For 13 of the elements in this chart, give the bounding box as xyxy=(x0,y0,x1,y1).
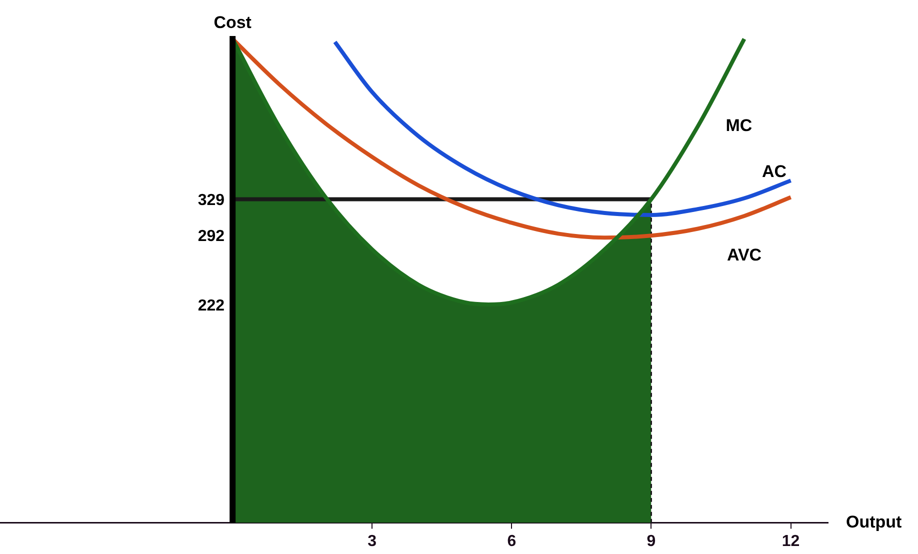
y-tick-label: 292 xyxy=(198,228,225,246)
y-axis-title: Cost xyxy=(214,13,252,32)
series-label: AVC xyxy=(726,246,762,265)
x-tick-label: 3 xyxy=(368,532,377,550)
line-series xyxy=(332,40,793,217)
x-tick-label: 6 xyxy=(507,532,516,550)
y-tick-label: 222 xyxy=(198,297,225,314)
series-label: MC xyxy=(726,116,752,136)
x-axis-title: Output xyxy=(846,512,902,532)
x-tick-label: 9 xyxy=(646,532,656,550)
y-tick-label: 329 xyxy=(198,192,225,209)
x-tick-label: 12 xyxy=(782,532,800,550)
series-label: AC xyxy=(762,162,787,181)
